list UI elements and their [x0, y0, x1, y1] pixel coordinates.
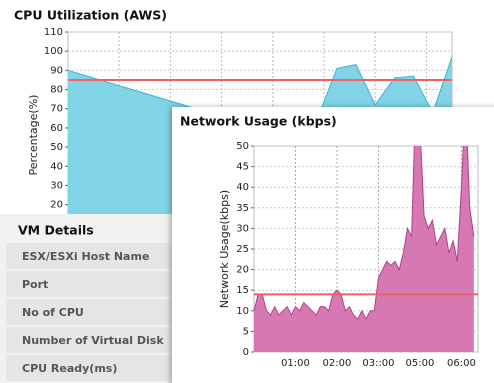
y-tick-label: 20 [50, 200, 63, 211]
table-row-label: No of CPU [22, 306, 84, 319]
y-tick-label: 70 [50, 104, 63, 115]
y-axis-label: Network Usage(kbps) [218, 190, 231, 308]
table-row-bg [6, 327, 186, 353]
y-tick-label: 40 [236, 182, 249, 193]
table-row-label: Port [22, 278, 48, 291]
table-row-bg [6, 299, 186, 325]
table-row-label: CPU Ready(ms) [22, 362, 117, 375]
x-tick-label: 05:00 [406, 358, 435, 369]
table-row-bg [6, 355, 186, 381]
y-tick-label: 80 [50, 85, 63, 96]
x-tick-label: 02:00 [323, 358, 352, 369]
table-row-label: ESX/ESXi Host Name [22, 250, 149, 263]
chart-title: Network Usage (kbps) [180, 114, 337, 129]
area [254, 146, 474, 352]
y-tick-label: 60 [50, 123, 63, 134]
chart-title: CPU Utilization (AWS) [14, 8, 167, 23]
x-tick-label: 01:00 [281, 358, 310, 369]
panel-bg [0, 214, 185, 383]
y-tick-label: 100 [44, 46, 63, 57]
table-row-bg [6, 243, 186, 269]
y-tick-label: 50 [236, 141, 249, 152]
table-row-label: Number of Virtual Disk [22, 334, 164, 347]
y-tick-label: 50 [50, 142, 63, 153]
y-tick-label: 45 [236, 162, 249, 173]
vm-details-panel: VM Details ESX/ESXi Host Name Port No of C… [0, 214, 186, 383]
y-tick-label: 20 [236, 265, 249, 276]
x-tick-label: 03::00 [362, 358, 394, 369]
plot-clip [254, 146, 478, 352]
y-tick-label: 40 [50, 161, 63, 172]
table-row-bg [6, 271, 186, 297]
y-tick-label: 15 [236, 285, 249, 296]
y-tick-label: 0 [243, 347, 249, 358]
y-tick-label: 25 [236, 244, 249, 255]
y-tick-label: 30 [50, 180, 63, 191]
area-line [254, 146, 475, 321]
x-tick-label: 06:00 [447, 358, 476, 369]
y-tick-label: 90 [50, 65, 63, 76]
network-panel: Network Usage (kbps) Network Usage(kbps)… [172, 107, 494, 383]
panel-title: VM Details [18, 223, 94, 238]
y-axis-label: Percentage(%) [27, 95, 40, 176]
y-tick-label: 30 [236, 223, 249, 234]
y-tick-label: 110 [44, 27, 63, 38]
y-tick-label: 10 [236, 306, 249, 317]
y-tick-label: 35 [236, 203, 249, 214]
y-tick-label: 5 [243, 326, 249, 337]
